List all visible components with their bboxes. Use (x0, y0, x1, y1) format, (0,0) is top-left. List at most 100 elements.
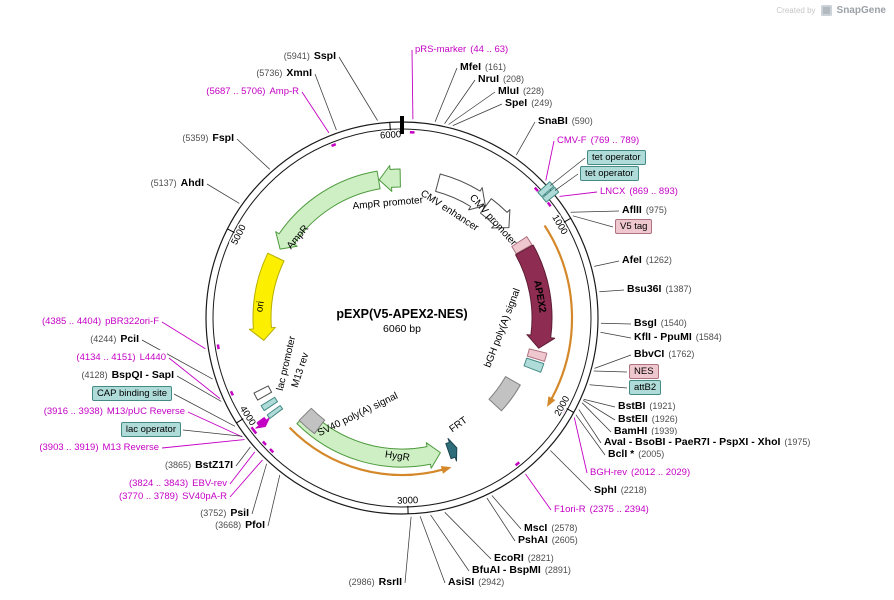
tick-label-1000: 1000 (549, 213, 569, 237)
leader-line-bsteii (583, 399, 616, 421)
watermark-created-by: Created by (776, 6, 816, 15)
leader-line-pfoi (267, 474, 281, 527)
tick-mark-2000 (566, 408, 574, 413)
leader-line-xmni (314, 73, 337, 131)
leader-line-attb2 (589, 384, 628, 389)
leader-line-nes (593, 370, 628, 373)
snapgene-logo-icon (820, 5, 832, 16)
feature-arrow-ampr-promoter (378, 165, 401, 192)
primer-site-mark (331, 143, 337, 148)
leader-line-pcii (141, 339, 213, 380)
leader-line-snabi (515, 121, 536, 156)
feature-arrow-hygr (296, 410, 441, 469)
tick-label-6000: 6000 (380, 129, 402, 141)
feature-label-ori: ori (254, 300, 266, 313)
feature-arrow-ori (248, 252, 285, 341)
primer-site-mark (229, 390, 235, 396)
leader-line-f1ori-r (525, 473, 552, 511)
leader-line-nrui (444, 79, 476, 124)
feature-arrow-attb2 (523, 357, 545, 373)
feature-label-ampr-promoter: AmpR promoter (352, 195, 424, 212)
feature-label-sv40-polya-signal: SV40 poly(A) signal (316, 391, 400, 439)
leader-line-prs-marker (411, 49, 414, 120)
leader-line-cap-binding-site (173, 393, 236, 427)
tick-mark-5000 (227, 228, 235, 234)
leader-line-m13-puc-reverse (187, 411, 243, 438)
leader-line-spei (452, 103, 503, 126)
feature-arrow-tet-operator-2 (542, 186, 560, 203)
primer-site-mark (546, 201, 552, 207)
feature-arrow-cmv-promoter (480, 198, 511, 229)
orf-arc-arrowhead (440, 466, 452, 474)
leader-line-bsu36i (599, 289, 625, 293)
feature-label-frt: FRT (448, 415, 470, 435)
leader-line-mlui (448, 91, 496, 125)
leader-line-asisi (419, 516, 446, 584)
snapgene-watermark: Created by SnapGene (776, 5, 886, 16)
feature-arrow-lac-operator (266, 405, 284, 419)
feature-arrow-bgh-polya-signal (488, 376, 521, 412)
leader-line-lncx (559, 191, 598, 197)
leader-line-pbr322ori-f (161, 321, 206, 350)
leader-line-ecori (444, 512, 492, 560)
primer-site-mark (216, 344, 220, 350)
feature-arrow-ampr (275, 170, 381, 250)
leader-line-m13-reverse (161, 439, 245, 449)
feature-arrow-frt (445, 438, 458, 462)
feature-arrow-apex2 (515, 244, 556, 349)
leader-line-bcli (575, 414, 606, 456)
tick-mark-1000 (563, 217, 571, 223)
feature-arrow-tet-operator-1 (537, 181, 555, 198)
orf-arc-arrowhead (547, 396, 556, 407)
leader-line-sv40pa-r (229, 459, 263, 498)
feature-arrow-cap-binding-site (260, 396, 278, 412)
leader-line-pshai (486, 497, 516, 542)
leader-line-v5-tag (572, 215, 614, 228)
leader-line-amp-r (301, 91, 330, 134)
leader-line-sphi (550, 450, 592, 492)
leader-line-ebv-rev (229, 451, 256, 485)
feature-arrow-nes (526, 348, 548, 362)
primer-site-mark (560, 408, 566, 414)
feature-label-hygr: HygR (384, 449, 410, 463)
leader-line-msci (491, 495, 522, 530)
primer-site-mark (533, 186, 539, 192)
leader-line-lac-operator (182, 429, 243, 437)
feature-arrow-m13-rev (255, 417, 270, 429)
feature-arrow-lac-promoter (253, 385, 273, 401)
leader-line-afei (594, 260, 620, 267)
tick-label-3000: 3000 (397, 495, 418, 507)
leader-line-bstz17i (235, 446, 251, 467)
primer-site-mark (269, 448, 275, 454)
snapgene-brand-name: SnapGene (836, 5, 886, 16)
leader-line-sspi (338, 56, 378, 121)
primer-site-mark (261, 440, 267, 446)
leader-line-fspi (236, 138, 271, 170)
feature-arrow-cmv-enhancer (435, 173, 486, 211)
feature-arrow-sv40-polya-signal (298, 407, 326, 435)
leader-line-bamhi (581, 402, 612, 433)
plasmid-size: 6060 bp (383, 323, 421, 335)
leader-line-bgh-rev (573, 417, 588, 474)
orf-arc (543, 224, 574, 401)
leader-line-psii (251, 463, 267, 515)
primer-site-mark (514, 461, 521, 467)
leader-line-bstbi (583, 398, 616, 408)
leader-line-aflii (570, 210, 620, 213)
leader-line-bbvci (594, 354, 632, 369)
leader-line-tet-operator (550, 157, 586, 186)
tick-mark-4000 (236, 418, 244, 424)
leader-line-l4440 (168, 357, 221, 399)
leader-line-cmv-f (545, 140, 555, 181)
leader-line-bfuai-bspmi (430, 514, 470, 572)
leader-line-avai-bsobi-paer7i-pspxi-xhoi (578, 409, 602, 444)
leader-line-tet-operator (554, 173, 579, 191)
leader-line-rsrii (404, 516, 412, 584)
primer-site-mark (250, 426, 256, 432)
plasmid-title-block: pEXP(V5-APEX2-NES) 6060 bp (336, 307, 467, 335)
leader-line-bsgi (600, 322, 632, 325)
feature-label-bgh-polya-signal: bGH poly(A) signal (482, 287, 522, 369)
leader-line-kfli-ppumi (600, 331, 632, 339)
